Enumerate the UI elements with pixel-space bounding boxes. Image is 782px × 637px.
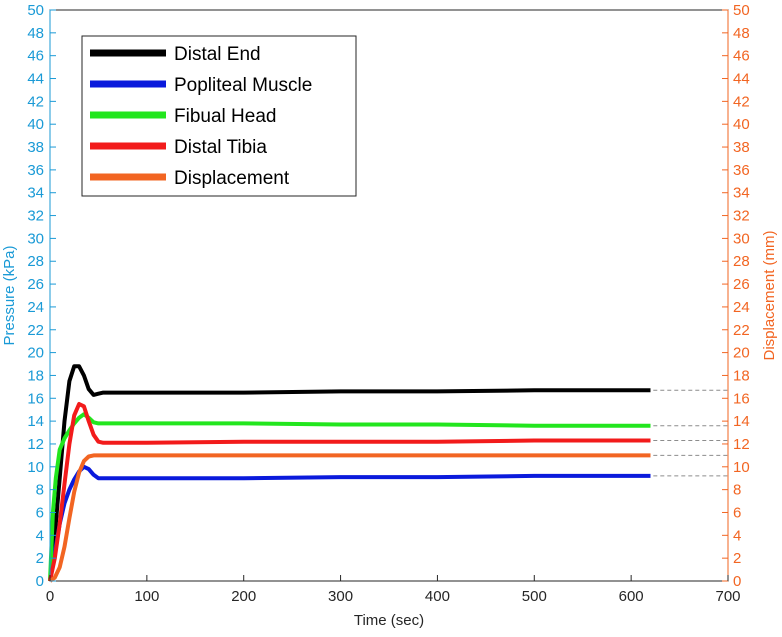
y-tick-label-left: 20 [27, 345, 44, 362]
y-tick-label-right: 44 [733, 71, 750, 88]
y-tick-label-left: 32 [27, 208, 44, 225]
y-tick-label-right: 40 [733, 116, 750, 133]
y-tick-label-left: 38 [27, 139, 44, 156]
y-tick-label-right: 10 [733, 459, 750, 476]
reference-lines [534, 389, 728, 477]
x-axis: 0 100 200 300 400 500 600 700 [46, 575, 741, 605]
y-tick-label-left: 50 [27, 2, 44, 19]
legend-label: Fibual Head [174, 106, 276, 127]
y-tick-label-left: 36 [27, 162, 44, 179]
y-tick-label-left: 42 [27, 93, 44, 110]
y-tick-label-right: 0 [733, 573, 741, 590]
x-tick-label: 400 [425, 588, 450, 605]
y-tick-label-right: 4 [733, 527, 741, 544]
y-tick-label-right: 26 [733, 276, 750, 293]
y-tick-label-right: 22 [733, 322, 750, 339]
y-tick-label-right: 28 [733, 253, 750, 270]
y-tick-label-left: 8 [36, 482, 44, 499]
y-tick-label-left: 6 [36, 504, 44, 521]
y-tick-label-right: 36 [733, 162, 750, 179]
left-axis: 0246810121416182022242628303234363840424… [27, 2, 56, 590]
right-axis: 0246810121416182022242628303234363840424… [722, 2, 750, 590]
legend-label: Distal End [174, 44, 261, 65]
y-tick-label-left: 0 [36, 573, 44, 590]
y-tick-label-right: 8 [733, 482, 741, 499]
y-tick-label-right: 18 [733, 367, 750, 384]
x-tick-label: 100 [134, 588, 159, 605]
y-tick-label-left: 28 [27, 253, 44, 270]
y-tick-label-left: 12 [27, 436, 44, 453]
y-tick-label-left: 24 [27, 299, 44, 316]
y-tick-label-right: 2 [733, 550, 741, 567]
y-tick-label-right: 38 [733, 139, 750, 156]
y-tick-label-right: 14 [733, 413, 750, 430]
legend-label: Displacement [174, 168, 290, 189]
y-tick-label-left: 44 [27, 71, 44, 88]
y-tick-label-left: 2 [36, 550, 44, 567]
y-axis-label-left: Pressure (kPa) [1, 245, 18, 345]
series-line-distal-tibia [48, 402, 651, 582]
y-tick-label-left: 34 [27, 185, 44, 202]
y-tick-label-right: 34 [733, 185, 750, 202]
y-axis-label-right: Displacement (mm) [761, 230, 778, 360]
y-tick-label-right: 20 [733, 345, 750, 362]
y-tick-label-left: 18 [27, 367, 44, 384]
y-tick-label-left: 26 [27, 276, 44, 293]
y-tick-label-right: 32 [733, 208, 750, 225]
x-tick-label: 500 [522, 588, 547, 605]
series-line-popliteal-muscle [48, 464, 651, 582]
legend-label: Distal Tibia [174, 137, 267, 158]
x-tick-label: 200 [231, 588, 256, 605]
series-layer [48, 364, 651, 583]
legend: Distal End Popliteal Muscle Fibual Head Dis… [81, 35, 357, 197]
x-tick-label: 300 [328, 588, 353, 605]
y-tick-label-left: 22 [27, 322, 44, 339]
y-tick-label-right: 46 [733, 48, 750, 65]
y-tick-label-left: 16 [27, 390, 44, 407]
y-tick-label-right: 12 [733, 436, 750, 453]
x-tick-label: 0 [46, 588, 54, 605]
y-tick-label-right: 6 [733, 504, 741, 521]
y-tick-label-left: 40 [27, 116, 44, 133]
y-tick-label-left: 14 [27, 413, 44, 430]
series-line-displacement [48, 453, 651, 583]
y-tick-label-left: 46 [27, 48, 44, 65]
x-tick-label: 600 [619, 588, 644, 605]
y-tick-label-right: 42 [733, 93, 750, 110]
x-tick-label: 700 [715, 588, 740, 605]
legend-label: Popliteal Muscle [174, 75, 312, 96]
y-tick-label-left: 10 [27, 459, 44, 476]
y-tick-label-left: 48 [27, 25, 44, 42]
y-tick-label-right: 48 [733, 25, 750, 42]
y-tick-label-right: 30 [733, 230, 750, 247]
y-tick-label-right: 24 [733, 299, 750, 316]
y-tick-label-right: 16 [733, 390, 750, 407]
y-tick-label-left: 30 [27, 230, 44, 247]
series-line-distal-end [48, 364, 651, 582]
y-tick-label-left: 4 [36, 527, 44, 544]
x-axis-label: Time (sec) [354, 612, 424, 629]
y-tick-label-right: 50 [733, 2, 750, 19]
